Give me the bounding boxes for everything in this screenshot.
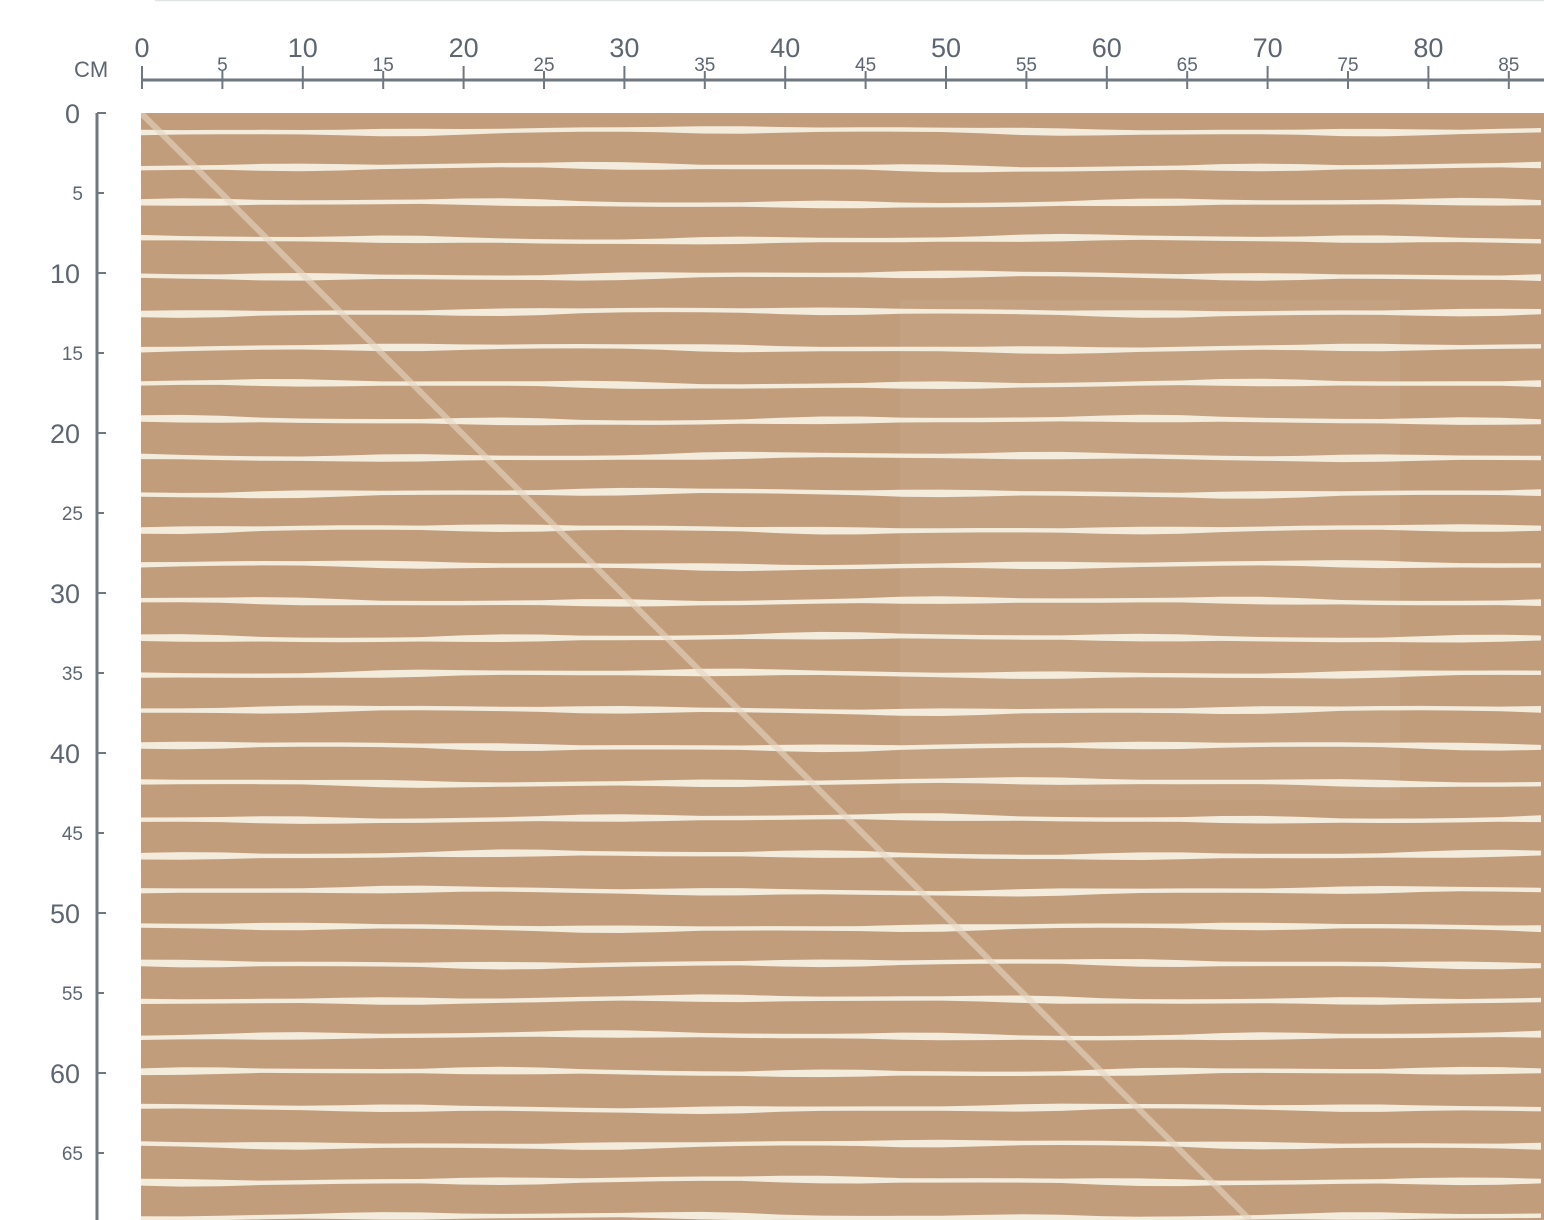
stripe: [141, 1030, 1541, 1041]
x-tick-label: 70: [1253, 33, 1283, 63]
x-tick-label: 10: [288, 33, 318, 63]
x-tick-label: 40: [770, 33, 800, 63]
stripe: [141, 959, 1541, 970]
stripe: [141, 343, 1541, 354]
stripe: [141, 161, 1541, 173]
stripe: [141, 233, 1541, 245]
x-tick-label: 25: [533, 55, 554, 76]
stripe: [141, 270, 1541, 281]
x-tick-label: 45: [855, 55, 876, 76]
fold-line: [141, 113, 1253, 1220]
stripe: [141, 1211, 1541, 1220]
x-tick-label: 30: [609, 33, 639, 63]
x-tick-label: 0: [134, 33, 149, 63]
x-tick-label: 85: [1498, 55, 1519, 76]
y-tick-label: 5: [72, 184, 83, 205]
stripe: [141, 560, 1541, 572]
stripe: [141, 414, 1541, 426]
stripe: [141, 631, 1541, 643]
stripe: [141, 197, 1541, 209]
x-tick-label: 55: [1016, 55, 1037, 76]
y-tick-label: 55: [62, 984, 83, 1005]
fabric-swatch: [141, 113, 1544, 1220]
y-tick-label: 10: [50, 259, 80, 289]
x-tick-label: 20: [449, 33, 479, 63]
stripe: [141, 705, 1541, 716]
y-tick-label: 20: [50, 419, 80, 449]
y-tick-label: 35: [62, 664, 83, 685]
x-tick-label: 5: [217, 55, 228, 76]
stripe: [141, 777, 1541, 788]
x-tick-label: 80: [1413, 33, 1443, 63]
y-tick-label: 0: [65, 99, 80, 129]
stripe: [141, 994, 1541, 1005]
sheen: [900, 300, 1400, 800]
stripe: [141, 126, 1541, 137]
unit-label: CM: [74, 57, 108, 82]
stripe: [141, 741, 1541, 753]
y-tick-label: 25: [62, 504, 83, 525]
stripe: [141, 668, 1541, 679]
x-tick-label: 50: [931, 33, 961, 63]
stripe: [141, 1066, 1541, 1078]
y-tick-label: 50: [50, 899, 80, 929]
stripe: [141, 307, 1541, 318]
stripe: [141, 524, 1541, 535]
y-tick-label: 65: [62, 1144, 83, 1165]
y-tick-label: 15: [62, 344, 83, 365]
x-tick-label: 65: [1177, 55, 1198, 76]
y-tick-label: 40: [50, 739, 80, 769]
x-tick-label: 35: [694, 55, 715, 76]
stripe: [141, 1139, 1541, 1150]
stripe: [141, 1175, 1541, 1187]
y-tick-label: 30: [50, 579, 80, 609]
stripe: [141, 813, 1541, 824]
stripe: [141, 922, 1541, 933]
stripe: [141, 1103, 1541, 1114]
stripe: [141, 487, 1541, 499]
stripe: [141, 849, 1541, 860]
y-tick-label: 45: [62, 824, 83, 845]
x-tick-label: 15: [373, 55, 394, 76]
stripe: [141, 596, 1541, 607]
stripe: [141, 885, 1541, 897]
x-tick-label: 75: [1337, 55, 1358, 76]
y-tick-label: 60: [50, 1059, 80, 1089]
stripe: [141, 378, 1541, 389]
x-tick-label: 60: [1092, 33, 1122, 63]
